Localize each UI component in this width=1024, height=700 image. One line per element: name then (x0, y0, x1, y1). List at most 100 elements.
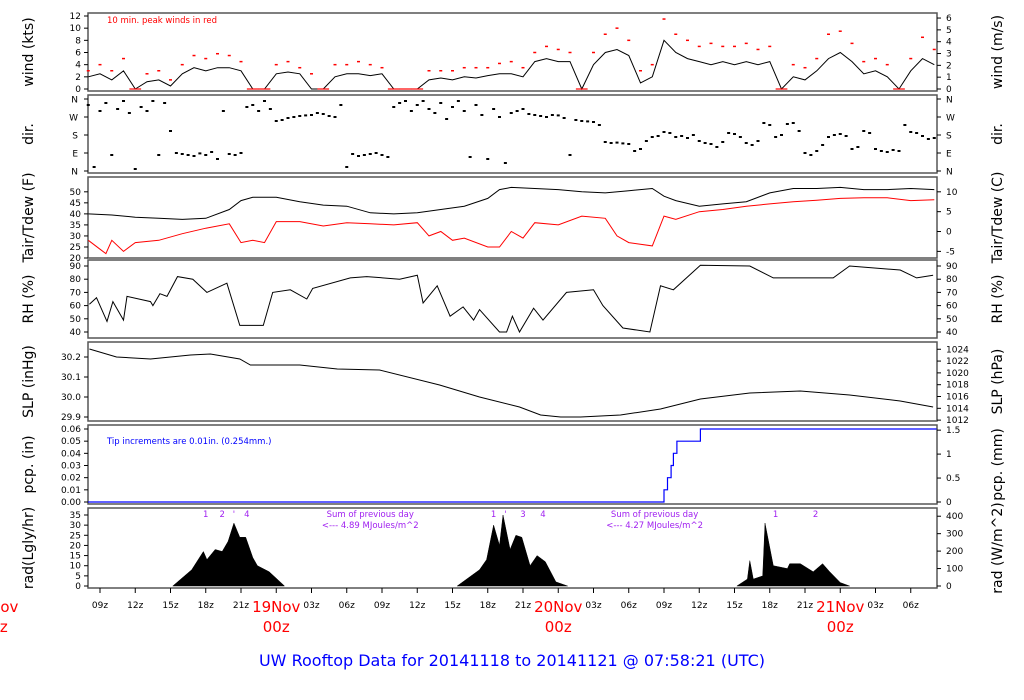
direction-point (862, 130, 866, 132)
direction-point (827, 136, 830, 138)
slp-right-tick-label: 1014 (946, 404, 969, 414)
panel-slp: SLP (inHg) SLP (hPa) 29.9 30.0 30.1 30.2 1012 1… (21, 341, 1006, 426)
direction-point (733, 133, 736, 135)
temp-frame (87, 176, 938, 259)
rh-right-tick-label: 40 (946, 328, 958, 338)
dir-tick-label-right: E (946, 150, 952, 160)
rh-right-tick-label: 60 (946, 302, 958, 312)
direction-point (539, 115, 543, 117)
solar-radiation-area (736, 523, 850, 587)
slp-left-tick-label: 30.0 (61, 393, 81, 403)
rh-right-tick-label: 90 (946, 262, 958, 272)
wind-left-tick-label: 10 (70, 24, 82, 34)
direction-point (480, 114, 484, 116)
rh-left-tick-label: 50 (70, 315, 82, 325)
direction-point (586, 120, 590, 123)
temp-left-tick-label: 20 (70, 254, 82, 264)
rad-right-tick-label: 400 (946, 512, 963, 522)
direction-point (280, 119, 284, 121)
direction-point (903, 124, 907, 126)
direction-point (703, 142, 707, 144)
time-tick-label: 15z (444, 601, 460, 611)
pcp-left-tick-label: 0.00 (61, 498, 81, 508)
dir-frame (87, 94, 938, 174)
direction-point (556, 114, 560, 117)
time-tick-label: 06z (339, 601, 355, 611)
direction-point (421, 100, 425, 102)
direction-point (674, 136, 678, 138)
direction-point (151, 100, 155, 102)
direction-point (891, 149, 895, 151)
time-tick-label: 03z (303, 601, 319, 611)
rad-left-tick-label: 25 (70, 531, 81, 541)
direction-point (245, 106, 249, 108)
pcp-left-tick-label: 0.04 (61, 449, 81, 459)
direction-point (715, 146, 719, 148)
time-tick-label: 12z (409, 601, 425, 611)
temp-left-tick-label: 30 (70, 232, 82, 242)
direction-point (86, 104, 90, 106)
dir-tick-label-right: W (946, 114, 955, 124)
direction-point (509, 112, 513, 114)
panel-temp: Tair/Tdew (F) Tair/Tdew (C)20253035404550… (21, 172, 1006, 265)
time-tick-label: 03z (585, 601, 601, 611)
direction-point (351, 153, 355, 155)
wind-left-tick-label: 8 (75, 36, 81, 46)
direction-point (174, 152, 178, 154)
slp-right-tick-label: 1018 (946, 381, 969, 391)
direction-point (597, 124, 601, 126)
direction-point (621, 142, 625, 145)
direction-point (227, 153, 231, 155)
rh-right-tick-label: 80 (946, 275, 958, 285)
direction-point (139, 106, 143, 108)
direction-point (697, 140, 701, 142)
wind-right-tick-label: 2 (946, 61, 952, 71)
panel-rh: RH (%) RH (%) 40 50 60 70 80 90 40 50 60 70 80 90 (21, 259, 1006, 339)
direction-point (339, 104, 343, 106)
direction-point (257, 110, 261, 112)
rh-left-tick-label: 40 (70, 328, 82, 338)
rad-right-tick-label: 200 (946, 547, 963, 557)
direction-point (868, 132, 872, 134)
direction-point (603, 141, 607, 143)
direction-point (838, 133, 842, 135)
direction-point (321, 113, 325, 115)
dir-left-axis-title: dir. (21, 123, 37, 145)
time-tick-label: 18z (198, 601, 214, 611)
direction-point (456, 100, 460, 102)
direction-point (433, 112, 437, 114)
temp-left-axis-title: Tair/Tdew (F) (21, 172, 37, 263)
time-tick-label: 06z (903, 601, 919, 611)
direction-point (145, 110, 149, 112)
direction-point (404, 100, 407, 102)
direction-point (680, 135, 684, 137)
direction-point (439, 102, 443, 104)
direction-point (333, 116, 337, 118)
wind-left-tick-label: 4 (75, 61, 81, 71)
solar-radiation-area (172, 522, 286, 587)
radiation-hour-mark: 4 (244, 510, 249, 520)
day-hour-label: 00z (545, 618, 572, 636)
slp-left-axis-title: SLP (inHg) (21, 345, 37, 418)
direction-point (815, 150, 819, 152)
slp-right-axis-title: SLP (hPa) (990, 349, 1006, 415)
dir-tick-label-left: S (72, 132, 78, 142)
dir-tick-label-left: N (71, 168, 78, 178)
peak-wind-note: 10 min. peak winds in red (107, 16, 217, 26)
wind-frame (87, 12, 938, 92)
direction-point (180, 153, 184, 155)
time-tick-label: 12z (691, 601, 707, 611)
slp-left-tick-label: 30.2 (61, 353, 81, 363)
temp-right-tick-label: 5 (946, 208, 952, 218)
direction-point (239, 152, 243, 154)
rad-left-tick-label: 0 (75, 582, 81, 592)
rad-right-tick-label: 0 (946, 582, 952, 592)
time-tick-label: 12z (127, 601, 143, 611)
pcp-left-axis-title: pcp. (in) (21, 435, 37, 493)
direction-point (768, 124, 772, 126)
wind-left-axis-title: wind (kts) (21, 17, 37, 86)
direction-point (127, 112, 131, 114)
direction-point (515, 110, 519, 112)
direction-point (357, 155, 360, 157)
temp-left-tick-label: 45 (70, 199, 81, 209)
